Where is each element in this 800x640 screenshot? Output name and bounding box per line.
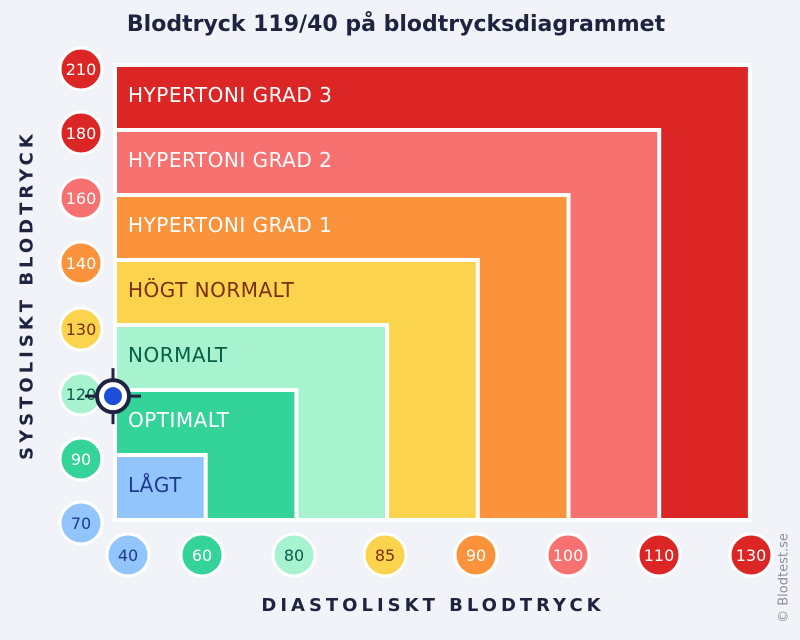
zone-label: HYPERTONI GRAD 3 xyxy=(128,83,332,107)
y-tick-label: 160 xyxy=(66,189,97,208)
y-tick-badge xyxy=(58,46,104,92)
y-tick-badge xyxy=(58,306,104,352)
x-tick-badge xyxy=(179,532,225,578)
zone-label: HYPERTONI GRAD 2 xyxy=(128,148,332,172)
x-tick-label: 40 xyxy=(118,546,138,565)
zones-layer: HYPERTONI GRAD 3 HYPERTONI GRAD 2 HYPERTON… xyxy=(113,63,752,522)
x-tick-label: 60 xyxy=(192,546,212,565)
x-tick-label: 80 xyxy=(284,546,304,565)
y-tick-label: 70 xyxy=(71,514,91,533)
zone-label: HÖGT NORMALT xyxy=(128,278,295,302)
y-tick-badge xyxy=(58,110,104,156)
ticks-layer: 40 60 80 85 90 100 110 130 70 90 120 130 140 160 180 21… xyxy=(58,46,774,578)
y-tick-label: 90 xyxy=(71,450,91,469)
y-tick-label: 140 xyxy=(66,254,97,273)
zone-6 xyxy=(113,453,208,522)
x-tick-label: 130 xyxy=(736,546,767,565)
reading-marker xyxy=(85,368,141,425)
x-axis-label: DIASTOLISKT BLODTRYCK xyxy=(261,595,605,616)
y-tick-badge xyxy=(58,175,104,221)
x-tick-label: 110 xyxy=(644,546,675,565)
y-tick-label: 180 xyxy=(66,124,97,143)
x-tick-badge xyxy=(453,532,499,578)
y-tick-badge xyxy=(58,436,104,482)
zone-label: NORMALT xyxy=(128,343,228,367)
marker-layer xyxy=(85,368,141,425)
zone-label: LÅGT xyxy=(128,473,182,497)
y-tick-label: 120 xyxy=(66,385,97,404)
y-tick-label: 210 xyxy=(66,60,97,79)
y-tick-label: 130 xyxy=(66,320,97,339)
chart-title: Blodtryck 119/40 på blodtrycksdiagrammet xyxy=(126,12,666,37)
x-tick-badge xyxy=(105,532,151,578)
x-tick-badge xyxy=(271,532,317,578)
x-tick-badge xyxy=(636,532,682,578)
x-tick-badge xyxy=(728,532,774,578)
zone-label: HYPERTONI GRAD 1 xyxy=(128,213,332,237)
x-tick-label: 100 xyxy=(553,546,584,565)
marker-dot xyxy=(104,387,122,406)
x-tick-label: 85 xyxy=(375,546,395,565)
x-tick-badge xyxy=(545,532,591,578)
zone-label: OPTIMALT xyxy=(128,408,230,432)
y-tick-badge xyxy=(58,240,104,286)
x-tick-label: 90 xyxy=(466,546,486,565)
y-tick-badge xyxy=(58,500,104,546)
x-tick-badge xyxy=(362,532,408,578)
